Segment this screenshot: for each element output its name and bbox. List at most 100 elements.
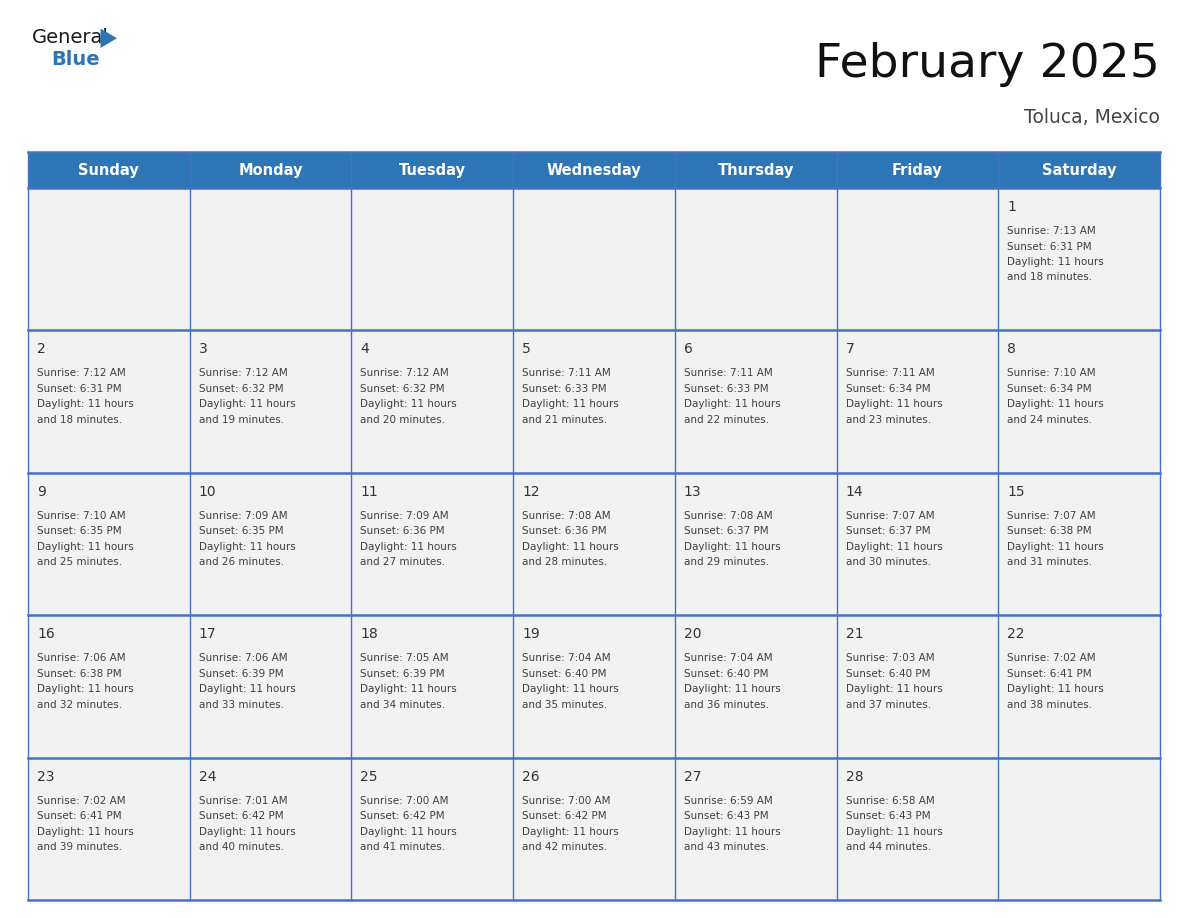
Text: Daylight: 11 hours: Daylight: 11 hours bbox=[37, 542, 134, 552]
Text: and 31 minutes.: and 31 minutes. bbox=[1007, 557, 1093, 567]
Text: 6: 6 bbox=[684, 342, 693, 356]
Text: 21: 21 bbox=[846, 627, 864, 641]
Text: Daylight: 11 hours: Daylight: 11 hours bbox=[684, 542, 781, 552]
Text: Daylight: 11 hours: Daylight: 11 hours bbox=[523, 542, 619, 552]
Text: Sunset: 6:35 PM: Sunset: 6:35 PM bbox=[198, 526, 284, 536]
Text: Toluca, Mexico: Toluca, Mexico bbox=[1024, 108, 1159, 127]
Text: 24: 24 bbox=[198, 769, 216, 784]
Text: Sunset: 6:37 PM: Sunset: 6:37 PM bbox=[684, 526, 769, 536]
Text: Blue: Blue bbox=[51, 50, 100, 70]
Text: 25: 25 bbox=[360, 769, 378, 784]
Text: Sunrise: 7:10 AM: Sunrise: 7:10 AM bbox=[37, 510, 126, 521]
Text: Daylight: 11 hours: Daylight: 11 hours bbox=[360, 826, 457, 836]
Text: and 23 minutes.: and 23 minutes. bbox=[846, 415, 930, 425]
Text: and 32 minutes.: and 32 minutes. bbox=[37, 700, 122, 710]
Text: 22: 22 bbox=[1007, 627, 1025, 641]
Text: Sunset: 6:34 PM: Sunset: 6:34 PM bbox=[1007, 384, 1092, 394]
Text: 20: 20 bbox=[684, 627, 701, 641]
Text: Sunset: 6:32 PM: Sunset: 6:32 PM bbox=[360, 384, 446, 394]
Text: Sunrise: 7:11 AM: Sunrise: 7:11 AM bbox=[523, 368, 611, 378]
Text: Sunrise: 7:07 AM: Sunrise: 7:07 AM bbox=[846, 510, 934, 521]
Text: 12: 12 bbox=[523, 485, 539, 498]
Text: February 2025: February 2025 bbox=[815, 42, 1159, 87]
Text: Sunset: 6:33 PM: Sunset: 6:33 PM bbox=[684, 384, 769, 394]
Text: Friday: Friday bbox=[892, 162, 943, 177]
Text: Daylight: 11 hours: Daylight: 11 hours bbox=[523, 684, 619, 694]
Text: Sunrise: 7:05 AM: Sunrise: 7:05 AM bbox=[360, 654, 449, 663]
Text: Daylight: 11 hours: Daylight: 11 hours bbox=[523, 399, 619, 409]
Text: Sunset: 6:31 PM: Sunset: 6:31 PM bbox=[1007, 241, 1092, 252]
Text: Sunrise: 7:04 AM: Sunrise: 7:04 AM bbox=[523, 654, 611, 663]
Text: General: General bbox=[32, 28, 109, 47]
Text: Sunset: 6:36 PM: Sunset: 6:36 PM bbox=[523, 526, 607, 536]
Text: Daylight: 11 hours: Daylight: 11 hours bbox=[684, 826, 781, 836]
Text: Daylight: 11 hours: Daylight: 11 hours bbox=[198, 399, 296, 409]
Text: and 18 minutes.: and 18 minutes. bbox=[1007, 273, 1093, 283]
Text: and 37 minutes.: and 37 minutes. bbox=[846, 700, 930, 710]
Text: 1: 1 bbox=[1007, 200, 1016, 214]
Text: Sunrise: 7:00 AM: Sunrise: 7:00 AM bbox=[360, 796, 449, 806]
Text: 9: 9 bbox=[37, 485, 46, 498]
Text: and 35 minutes.: and 35 minutes. bbox=[523, 700, 607, 710]
Text: Daylight: 11 hours: Daylight: 11 hours bbox=[198, 684, 296, 694]
Text: Sunset: 6:42 PM: Sunset: 6:42 PM bbox=[523, 812, 607, 821]
Text: Daylight: 11 hours: Daylight: 11 hours bbox=[37, 399, 134, 409]
Text: 5: 5 bbox=[523, 342, 531, 356]
Text: Daylight: 11 hours: Daylight: 11 hours bbox=[1007, 542, 1104, 552]
Text: Sunset: 6:32 PM: Sunset: 6:32 PM bbox=[198, 384, 284, 394]
Text: Sunrise: 7:11 AM: Sunrise: 7:11 AM bbox=[684, 368, 772, 378]
Text: Sunset: 6:31 PM: Sunset: 6:31 PM bbox=[37, 384, 121, 394]
Text: Sunrise: 7:11 AM: Sunrise: 7:11 AM bbox=[846, 368, 934, 378]
Text: and 39 minutes.: and 39 minutes. bbox=[37, 842, 122, 852]
Text: Sunday: Sunday bbox=[78, 162, 139, 177]
Text: Sunset: 6:43 PM: Sunset: 6:43 PM bbox=[846, 812, 930, 821]
Text: Daylight: 11 hours: Daylight: 11 hours bbox=[1007, 257, 1104, 267]
Text: Thursday: Thursday bbox=[718, 162, 794, 177]
Text: Sunset: 6:36 PM: Sunset: 6:36 PM bbox=[360, 526, 446, 536]
Text: Sunrise: 6:59 AM: Sunrise: 6:59 AM bbox=[684, 796, 772, 806]
Text: and 40 minutes.: and 40 minutes. bbox=[198, 842, 284, 852]
Text: Sunset: 6:40 PM: Sunset: 6:40 PM bbox=[846, 668, 930, 678]
Text: and 28 minutes.: and 28 minutes. bbox=[523, 557, 607, 567]
Text: 15: 15 bbox=[1007, 485, 1025, 498]
Text: 8: 8 bbox=[1007, 342, 1016, 356]
Text: 19: 19 bbox=[523, 627, 539, 641]
Text: and 21 minutes.: and 21 minutes. bbox=[523, 415, 607, 425]
Text: Sunrise: 7:12 AM: Sunrise: 7:12 AM bbox=[360, 368, 449, 378]
Text: Sunset: 6:38 PM: Sunset: 6:38 PM bbox=[1007, 526, 1092, 536]
Text: 17: 17 bbox=[198, 627, 216, 641]
Text: 27: 27 bbox=[684, 769, 701, 784]
Text: Monday: Monday bbox=[239, 162, 303, 177]
Text: 18: 18 bbox=[360, 627, 378, 641]
Text: Daylight: 11 hours: Daylight: 11 hours bbox=[846, 542, 942, 552]
Text: Sunset: 6:39 PM: Sunset: 6:39 PM bbox=[360, 668, 446, 678]
Text: Sunrise: 7:09 AM: Sunrise: 7:09 AM bbox=[360, 510, 449, 521]
Text: Sunrise: 7:08 AM: Sunrise: 7:08 AM bbox=[523, 510, 611, 521]
Text: Sunset: 6:42 PM: Sunset: 6:42 PM bbox=[360, 812, 446, 821]
Text: Sunrise: 7:13 AM: Sunrise: 7:13 AM bbox=[1007, 226, 1097, 236]
Text: Sunset: 6:35 PM: Sunset: 6:35 PM bbox=[37, 526, 121, 536]
Text: and 29 minutes.: and 29 minutes. bbox=[684, 557, 769, 567]
Text: Daylight: 11 hours: Daylight: 11 hours bbox=[360, 399, 457, 409]
Text: and 22 minutes.: and 22 minutes. bbox=[684, 415, 769, 425]
Text: Daylight: 11 hours: Daylight: 11 hours bbox=[198, 826, 296, 836]
Text: Sunset: 6:42 PM: Sunset: 6:42 PM bbox=[198, 812, 284, 821]
Text: Daylight: 11 hours: Daylight: 11 hours bbox=[523, 826, 619, 836]
Text: Sunrise: 7:04 AM: Sunrise: 7:04 AM bbox=[684, 654, 772, 663]
Text: Sunrise: 7:06 AM: Sunrise: 7:06 AM bbox=[198, 654, 287, 663]
Text: Sunrise: 6:58 AM: Sunrise: 6:58 AM bbox=[846, 796, 934, 806]
Text: Sunset: 6:40 PM: Sunset: 6:40 PM bbox=[523, 668, 607, 678]
Text: and 25 minutes.: and 25 minutes. bbox=[37, 557, 122, 567]
Text: and 27 minutes.: and 27 minutes. bbox=[360, 557, 446, 567]
Text: 14: 14 bbox=[846, 485, 864, 498]
Text: Sunset: 6:34 PM: Sunset: 6:34 PM bbox=[846, 384, 930, 394]
Text: Tuesday: Tuesday bbox=[399, 162, 466, 177]
Text: and 44 minutes.: and 44 minutes. bbox=[846, 842, 930, 852]
Polygon shape bbox=[101, 28, 116, 48]
Text: Sunrise: 7:08 AM: Sunrise: 7:08 AM bbox=[684, 510, 772, 521]
Text: Daylight: 11 hours: Daylight: 11 hours bbox=[1007, 684, 1104, 694]
Text: Daylight: 11 hours: Daylight: 11 hours bbox=[684, 684, 781, 694]
Text: Sunrise: 7:03 AM: Sunrise: 7:03 AM bbox=[846, 654, 934, 663]
Text: 16: 16 bbox=[37, 627, 55, 641]
Text: Sunrise: 7:02 AM: Sunrise: 7:02 AM bbox=[1007, 654, 1095, 663]
